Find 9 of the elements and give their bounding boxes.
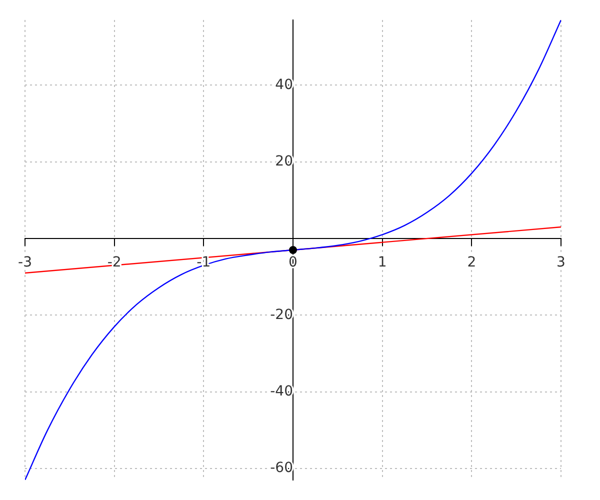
y-tick-label: 20: [275, 153, 293, 170]
x-tick-label: 3: [556, 254, 566, 271]
x-tick-label: 2: [467, 254, 476, 271]
x-tick-label: -3: [18, 254, 32, 271]
y-tick-label: -60: [270, 460, 293, 476]
x-tick-label: 1: [378, 254, 387, 271]
y-tick-label: 40: [275, 76, 293, 93]
y-tick-label: -20: [270, 306, 293, 323]
y-tick-label: -40: [270, 383, 293, 400]
